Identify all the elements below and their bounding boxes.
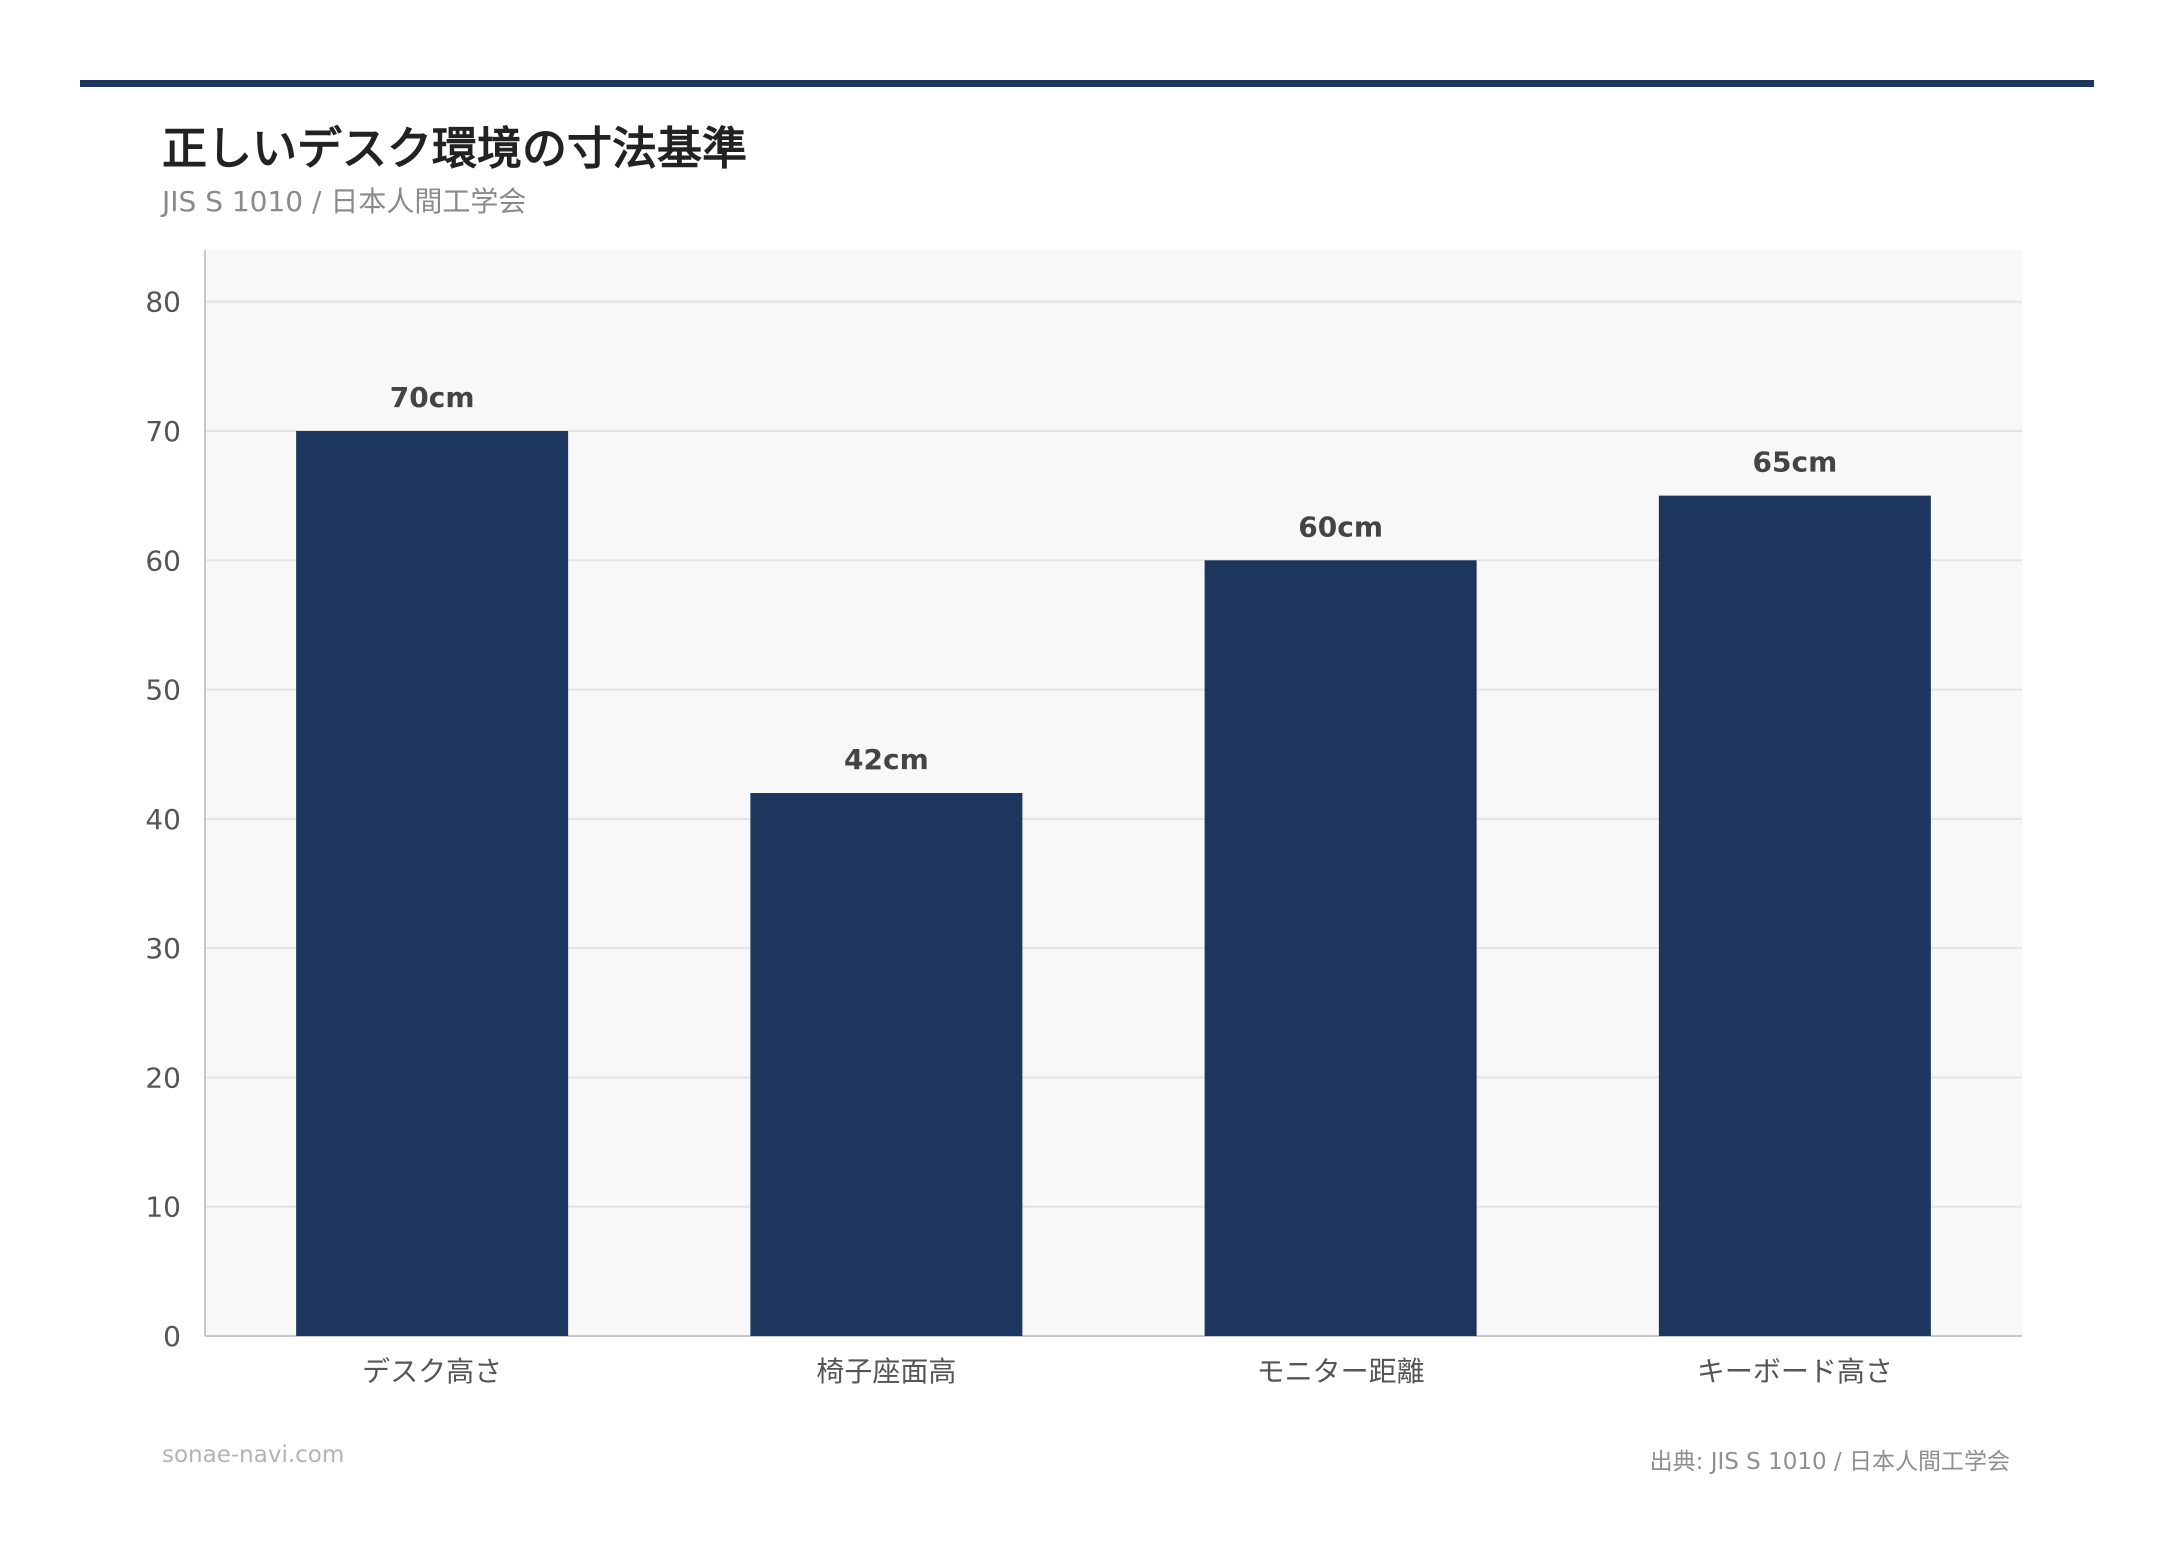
- x-tick-label: 椅子座面高: [816, 1355, 956, 1388]
- x-tick-label: キーボード高さ: [1697, 1355, 1893, 1388]
- header-accent-rule: [80, 80, 2094, 87]
- bar-value-label: 65cm: [1753, 446, 1838, 479]
- y-tick-label: 20: [145, 1061, 181, 1094]
- bar-value-label: 70cm: [390, 381, 475, 414]
- site-credit: sonae-navi.com: [162, 1442, 345, 1468]
- y-tick-label: 40: [145, 803, 181, 836]
- x-tick-label: モニター距離: [1257, 1355, 1425, 1388]
- y-tick-label: 50: [145, 674, 181, 707]
- bar: [296, 431, 569, 1336]
- y-tick-label: 30: [145, 932, 181, 965]
- chart-subtitle: JIS S 1010 / 日本人間工学会: [162, 185, 527, 218]
- y-tick-label: 70: [145, 415, 181, 448]
- bar: [1204, 560, 1477, 1336]
- chart-title: 正しいデスク環境の寸法基準: [162, 122, 748, 175]
- x-tick-label: デスク高さ: [362, 1355, 502, 1388]
- y-tick-label: 80: [145, 286, 181, 319]
- y-tick-label: 10: [145, 1191, 181, 1224]
- source-credit: 出典: JIS S 1010 / 日本人間工学会: [1649, 1449, 2010, 1475]
- bar: [1658, 495, 1931, 1337]
- y-tick-label: 0: [163, 1320, 181, 1353]
- y-tick-label: 60: [145, 544, 181, 577]
- bar-value-label: 60cm: [1298, 510, 1383, 543]
- bar: [750, 793, 1023, 1336]
- bar-value-label: 42cm: [844, 743, 929, 776]
